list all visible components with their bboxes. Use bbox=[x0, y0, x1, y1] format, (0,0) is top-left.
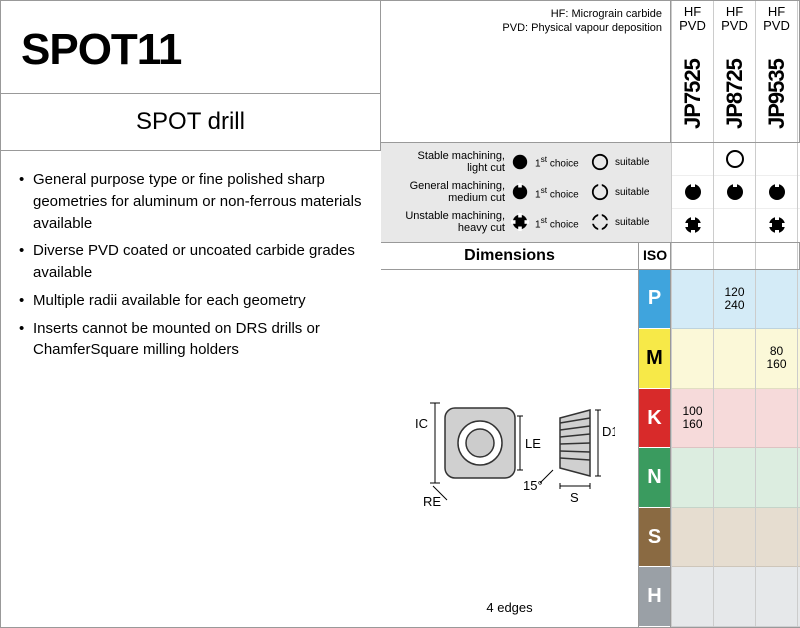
condition-row: Stable machining,light cut 1st choice suit… bbox=[381, 147, 671, 177]
condition-label: Stable machining,light cut bbox=[387, 150, 505, 174]
condition-grade-cell bbox=[713, 143, 755, 242]
condition-legend: Stable machining,light cut 1st choice suit… bbox=[381, 143, 671, 242]
insert-diagram: IC RE LE D1 S 15° 4 edges bbox=[381, 270, 639, 627]
grade-column: HFPVDJP7525 bbox=[671, 1, 713, 142]
grades-header: HF: Micrograin carbide PVD: Physical vap… bbox=[381, 1, 800, 143]
diagram-svg: IC RE LE D1 S 15° bbox=[405, 368, 615, 528]
iso-code-cell: P bbox=[639, 270, 670, 330]
value-cell bbox=[756, 270, 797, 330]
legend-text: HF: Micrograin carbide PVD: Physical vap… bbox=[381, 1, 671, 142]
dimensions-header: Dimensions ISO bbox=[381, 243, 800, 270]
edges-note: 4 edges bbox=[486, 600, 532, 615]
value-cell bbox=[714, 389, 755, 449]
conditions-block: Stable machining,light cut 1st choice suit… bbox=[381, 143, 800, 243]
feature-list: General purpose type or fine polished sh… bbox=[1, 151, 381, 627]
iso-column: PMKNSH bbox=[639, 270, 671, 627]
iso-code-cell: S bbox=[639, 508, 670, 568]
svg-text:IC: IC bbox=[415, 416, 428, 431]
svg-text:D1: D1 bbox=[602, 424, 615, 439]
product-subtitle: SPOT drill bbox=[1, 94, 380, 150]
value-cell: 100160 bbox=[672, 389, 713, 449]
value-cell bbox=[672, 567, 713, 627]
value-cell: 120240 bbox=[714, 270, 755, 330]
grade-column: HFPVDJP9535 bbox=[755, 1, 797, 142]
feature-item: Inserts cannot be mounted on DRS drills … bbox=[19, 318, 363, 362]
condition-row: General machining,medium cut 1st choice su… bbox=[381, 177, 671, 207]
value-cell bbox=[756, 508, 797, 568]
grade-type: HFPVD bbox=[761, 1, 792, 47]
suitable-label: suitable bbox=[615, 157, 665, 168]
value-cell bbox=[672, 448, 713, 508]
legend-hf: HF: Micrograin carbide bbox=[389, 7, 662, 21]
value-column: 100160 bbox=[671, 270, 713, 627]
condition-marker-icon bbox=[725, 182, 745, 202]
product-title: SPOT11 bbox=[1, 1, 380, 94]
value-cell bbox=[672, 329, 713, 389]
svg-text:RE: RE bbox=[423, 494, 441, 509]
grade-name: JP9535 bbox=[764, 47, 790, 142]
condition-label: Unstable machining,heavy cut bbox=[387, 210, 505, 234]
value-cell bbox=[672, 270, 713, 330]
first-choice-label: 1st choice bbox=[535, 215, 585, 230]
iso-code-cell: H bbox=[639, 567, 670, 627]
condition-marker-icon bbox=[767, 215, 787, 235]
condition-label: General machining,medium cut bbox=[387, 180, 505, 204]
value-cell bbox=[714, 448, 755, 508]
condition-row: Unstable machining,heavy cut 1st choice su… bbox=[381, 207, 671, 237]
svg-text:S: S bbox=[570, 490, 579, 505]
feature-item: Diverse PVD coated or uncoated carbide g… bbox=[19, 240, 363, 284]
right-panel: HF: Micrograin carbide PVD: Physical vap… bbox=[381, 1, 800, 627]
value-cell bbox=[714, 567, 755, 627]
condition-marker-icon bbox=[683, 215, 703, 235]
value-column: 120240 bbox=[713, 270, 755, 627]
condition-marker-icon bbox=[767, 182, 787, 202]
feature-item: Multiple radii available for each geomet… bbox=[19, 290, 363, 312]
first-choice-icon bbox=[511, 213, 529, 231]
iso-code-cell: N bbox=[639, 448, 670, 508]
iso-label: ISO bbox=[639, 243, 671, 269]
bottom-grid: IC RE LE D1 S 15° 4 edges PMKNSH 1001601… bbox=[381, 270, 800, 627]
condition-grade-cell bbox=[755, 143, 797, 242]
first-choice-label: 1st choice bbox=[535, 154, 585, 169]
value-cell bbox=[672, 508, 713, 568]
value-cell bbox=[756, 448, 797, 508]
condition-grade-cell bbox=[671, 143, 713, 242]
suitable-icon bbox=[591, 213, 609, 231]
feature-item: General purpose type or fine polished sh… bbox=[19, 169, 363, 234]
grade-column: HFPVDJP8725 bbox=[713, 1, 755, 142]
grade-type: HFPVD bbox=[719, 1, 750, 47]
value-cell bbox=[714, 329, 755, 389]
catalog-page: SPOT11 SPOT drill General purpose type o… bbox=[0, 0, 800, 628]
svg-text:LE: LE bbox=[525, 436, 541, 451]
value-cell bbox=[756, 389, 797, 449]
suitable-label: suitable bbox=[615, 187, 665, 198]
dimensions-title: Dimensions bbox=[381, 243, 639, 269]
condition-marker-icon bbox=[725, 149, 745, 169]
legend-pvd: PVD: Physical vapour deposition bbox=[389, 21, 662, 35]
value-cell: 80160 bbox=[756, 329, 797, 389]
first-choice-label: 1st choice bbox=[535, 185, 585, 200]
condition-marker-icon bbox=[683, 182, 703, 202]
svg-text:15°: 15° bbox=[523, 478, 543, 493]
suitable-label: suitable bbox=[615, 217, 665, 228]
grade-name: JP7525 bbox=[680, 47, 706, 142]
title-block: SPOT11 SPOT drill bbox=[1, 1, 381, 151]
first-choice-icon bbox=[511, 183, 529, 201]
value-cell bbox=[756, 567, 797, 627]
iso-code-cell: K bbox=[639, 389, 670, 449]
value-column: 80160 bbox=[755, 270, 797, 627]
grade-name: JP8725 bbox=[722, 47, 748, 142]
first-choice-icon bbox=[511, 153, 529, 171]
grade-type: HFPVD bbox=[677, 1, 708, 47]
iso-code-cell: M bbox=[639, 329, 670, 389]
suitable-icon bbox=[591, 153, 609, 171]
value-cell bbox=[714, 508, 755, 568]
suitable-icon bbox=[591, 183, 609, 201]
